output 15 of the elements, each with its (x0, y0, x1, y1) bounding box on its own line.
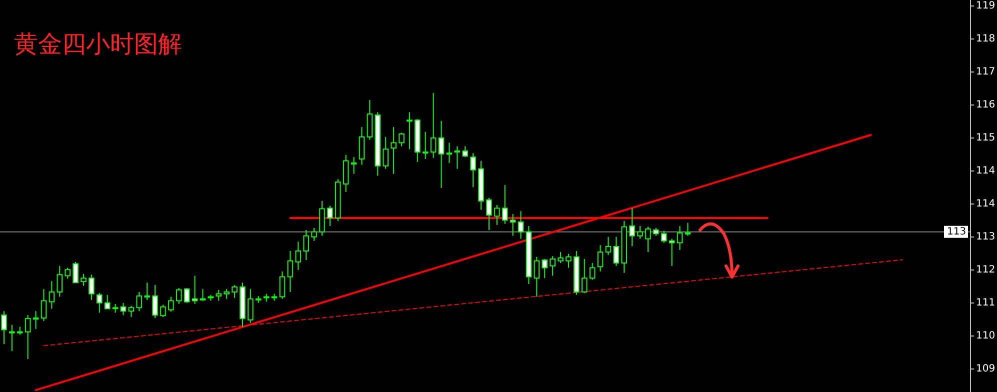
text: 117 (976, 66, 996, 78)
text: 114 (976, 198, 996, 210)
text: 113 (976, 232, 996, 243)
chart-title: 黄金四小时图解 (14, 30, 182, 58)
annotation: 113 (947, 226, 966, 238)
text: 114 (976, 166, 996, 177)
text: 111 (976, 298, 996, 309)
text: 109 (976, 364, 996, 375)
ref-line-label: 113 (944, 226, 968, 238)
text: 115 (976, 132, 996, 144)
text: 116 (976, 100, 996, 111)
text: 112 (976, 264, 996, 276)
text: 118 (976, 34, 996, 45)
text: 119 (976, 0, 996, 12)
text: 110 (976, 330, 996, 342)
